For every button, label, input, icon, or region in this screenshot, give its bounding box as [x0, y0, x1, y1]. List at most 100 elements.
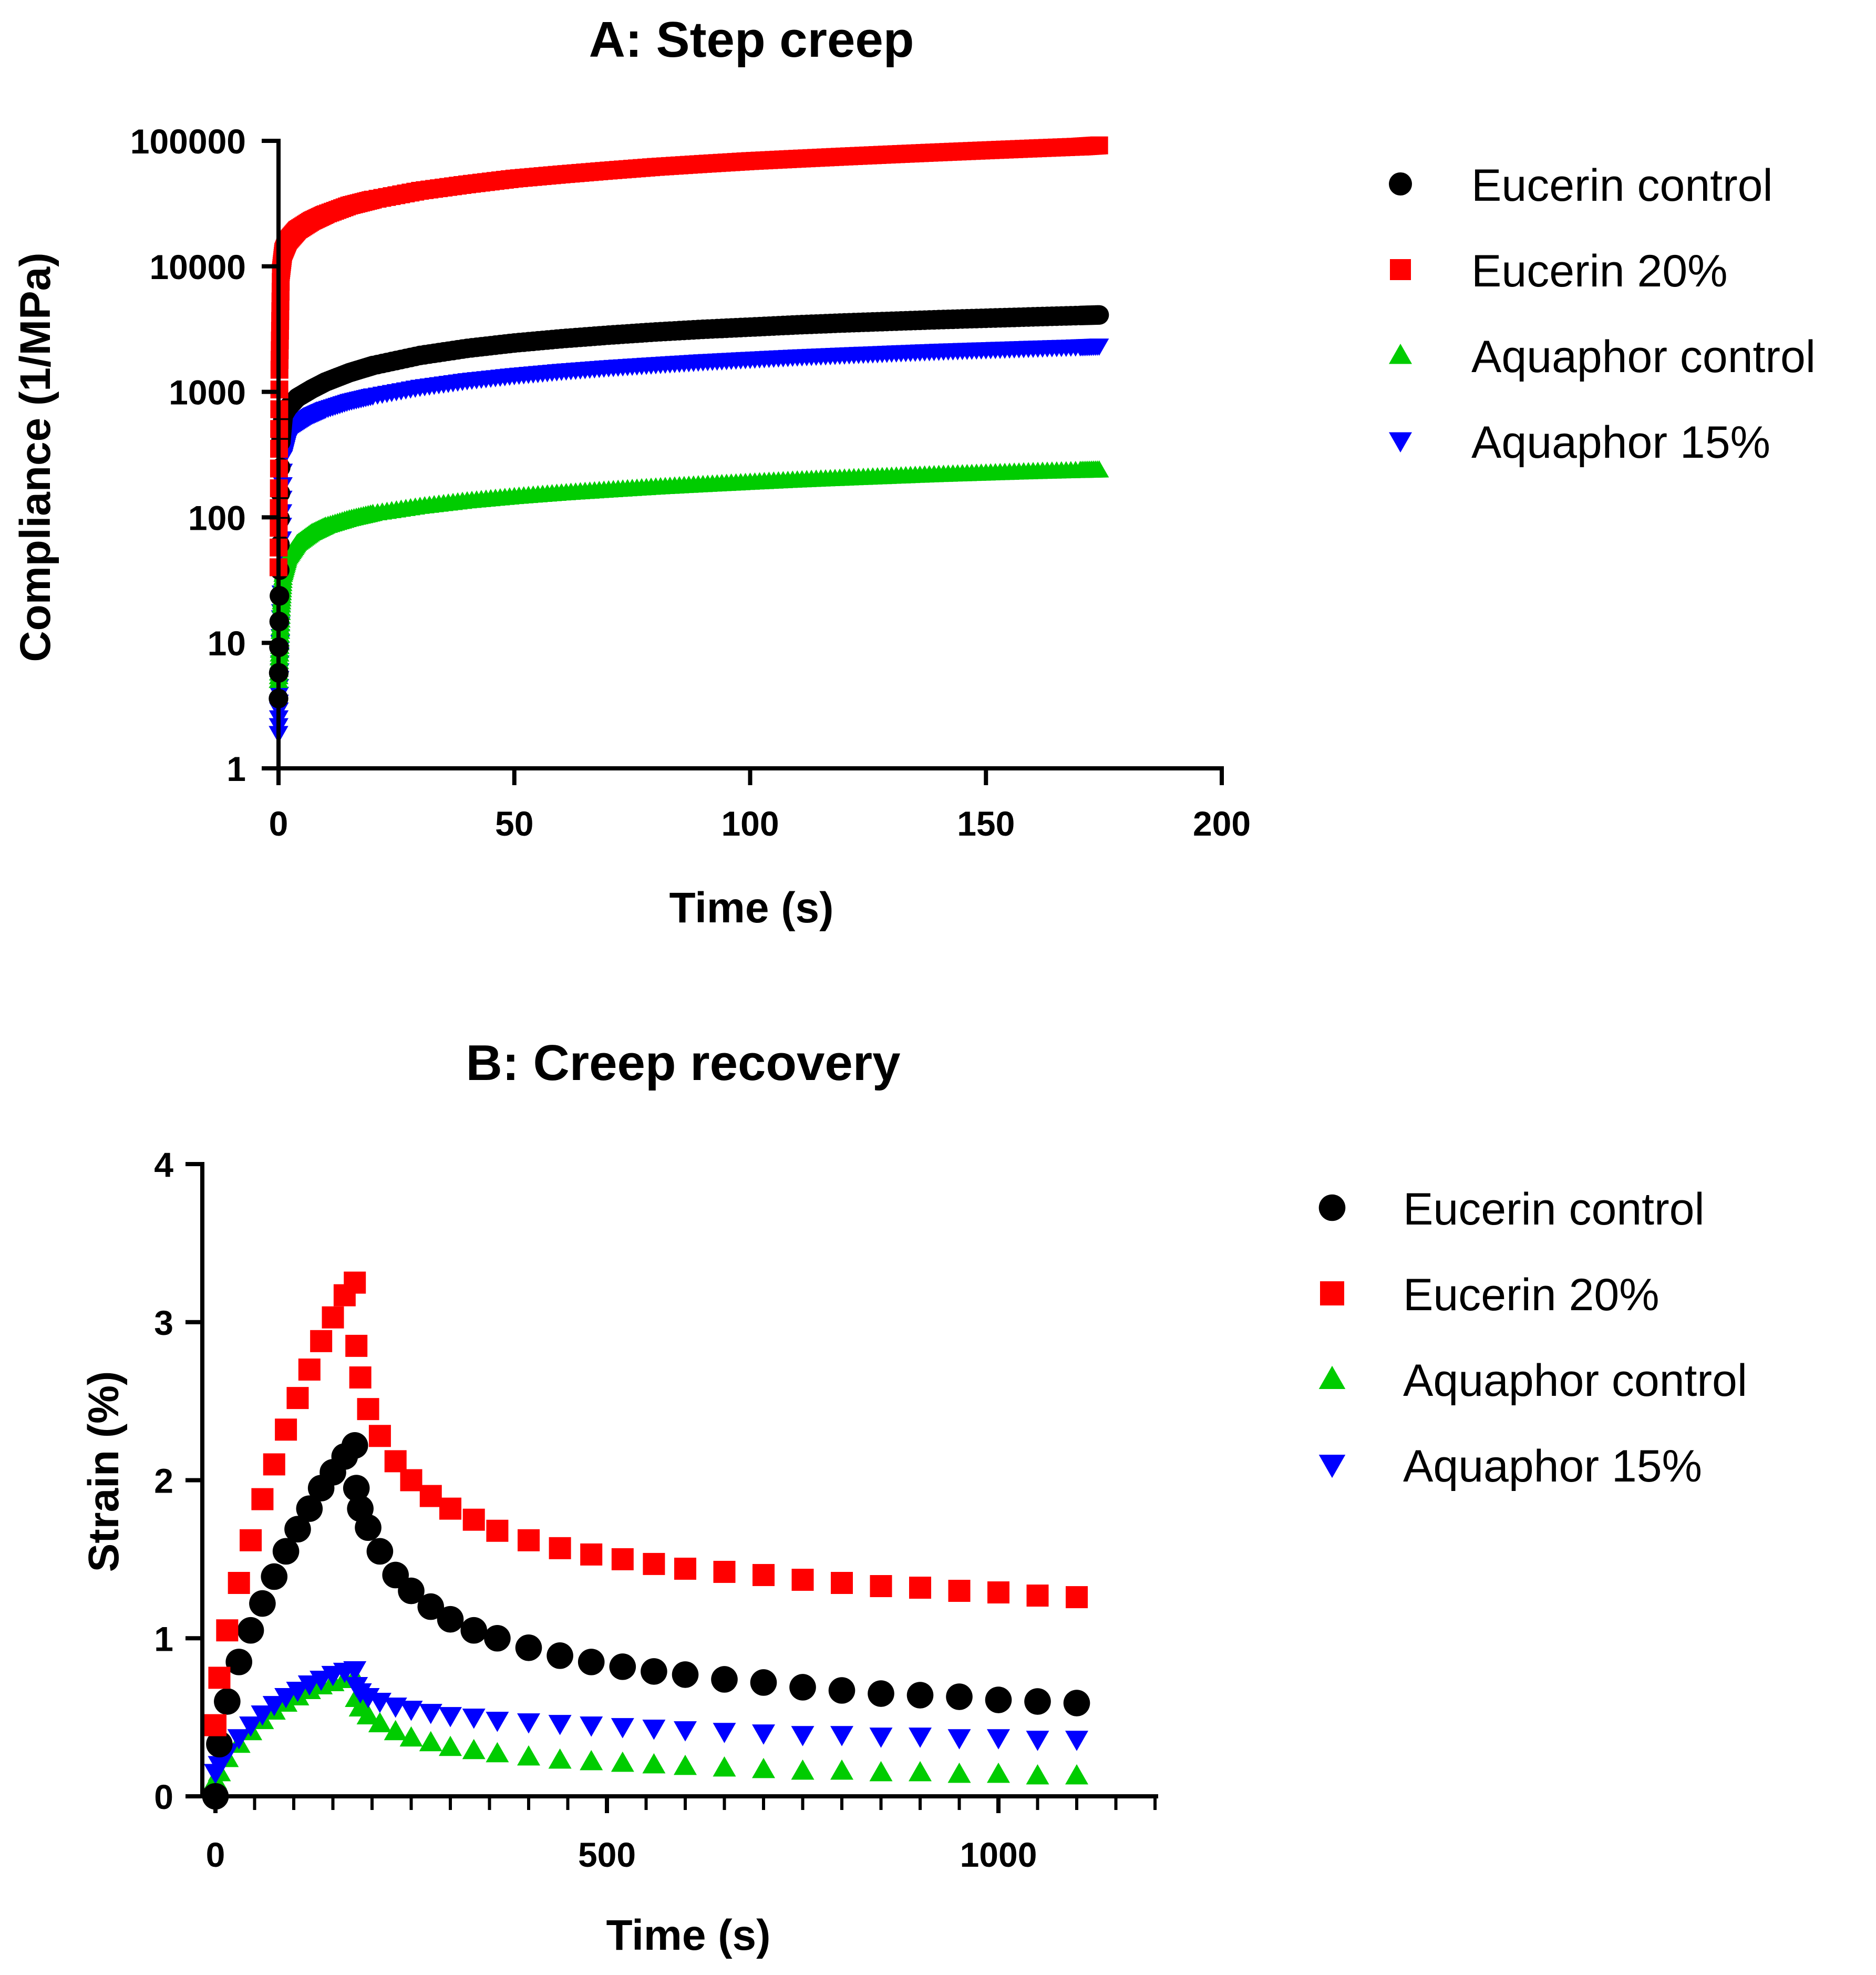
panel-b-legend-marker-eucerin-control: [1318, 1194, 1346, 1221]
panel-b-point-eucerin-20: [384, 1450, 407, 1473]
panel-a-plot-area: [269, 136, 1109, 744]
panel-b-point-eucerin-20: [831, 1571, 853, 1594]
panel-a-y-tick-label: 100: [188, 498, 246, 537]
panel-b-point-aquaphor-15: [752, 1724, 775, 1745]
panel-a-legend-label-aquaphor-15: Aquaphor 15%: [1471, 417, 1770, 468]
panel-b-point-aquaphor-15: [208, 1756, 231, 1776]
panel-b-point-aquaphor-15: [987, 1729, 1010, 1750]
panel-b-point-eucerin-control: [249, 1590, 276, 1617]
panel-a-y-axis-title: Compliance (1/MPa): [12, 252, 59, 662]
panel-a-title: A: Step creep: [589, 12, 914, 68]
panel-b-point-aquaphor-control: [909, 1761, 932, 1782]
panel-a-y-tick-label: 10000: [149, 248, 246, 286]
panel-b-y-tick-label: 0: [154, 1777, 173, 1816]
panel-b-point-aquaphor-15: [947, 1729, 971, 1750]
panel-b-x-tick-label: 1000: [960, 1835, 1037, 1874]
panel-b-legend-item-aquaphor-control: Aquaphor control: [1318, 1355, 1747, 1406]
panel-b-creep-recovery: B: Creep recovery Time (s) Strain (%) 0 5…: [80, 1035, 1747, 1959]
panel-b-point-eucerin-control: [206, 1731, 233, 1758]
panel-b-point-aquaphor-15: [674, 1721, 697, 1742]
panel-b-point-aquaphor-control: [462, 1739, 486, 1760]
panel-b-point-aquaphor-15: [399, 1701, 423, 1721]
panel-b-legend-item-aquaphor-15: Aquaphor 15%: [1318, 1441, 1702, 1491]
panel-a-x-tick-label: 100: [721, 804, 779, 843]
panel-b-y-tick-label: 2: [154, 1462, 173, 1500]
panel-b-point-aquaphor-control: [869, 1761, 893, 1782]
panel-b-point-eucerin-20: [419, 1485, 442, 1507]
panel-b-point-eucerin-20: [344, 1271, 366, 1294]
panel-b-point-aquaphor-control: [713, 1756, 736, 1777]
panel-b-point-aquaphor-control: [368, 1712, 391, 1733]
panel-b-point-aquaphor-control: [1026, 1764, 1049, 1785]
panel-b-point-aquaphor-control: [642, 1753, 666, 1774]
panel-b-point-aquaphor-15: [297, 1675, 321, 1696]
panel-a-x-tick-label: 0: [269, 804, 288, 843]
panel-b-point-eucerin-20: [349, 1366, 372, 1389]
panel-a-x-tick-label: 50: [495, 804, 533, 843]
panel-b-point-eucerin-control: [366, 1538, 394, 1565]
panel-b-point-eucerin-20: [948, 1580, 971, 1602]
panel-b-point-aquaphor-15: [251, 1705, 274, 1726]
panel-b-point-aquaphor-control: [674, 1754, 697, 1775]
panel-b-point-aquaphor-control: [486, 1742, 509, 1763]
panel-b-point-aquaphor-control: [517, 1745, 540, 1766]
panel-b-point-eucerin-control: [355, 1514, 382, 1541]
panel-a-point-eucerin-20: [1090, 136, 1108, 155]
panel-b-point-aquaphor-control: [947, 1762, 971, 1783]
panel-b-point-aquaphor-15: [274, 1688, 298, 1709]
panel-b-point-eucerin-control: [341, 1432, 368, 1459]
panel-b-legend: Eucerin control Eucerin 20% Aquaphor con…: [1318, 1184, 1747, 1491]
panel-b-point-eucerin-20: [713, 1560, 736, 1583]
panel-b-point-eucerin-20: [791, 1568, 814, 1591]
panel-b-point-aquaphor-control: [830, 1759, 853, 1780]
panel-b-point-eucerin-20: [357, 1398, 379, 1421]
panel-b-point-eucerin-20: [204, 1714, 226, 1736]
panel-b-point-eucerin-control: [789, 1674, 816, 1701]
panel-b-point-eucerin-control: [237, 1617, 264, 1644]
panel-b-x-tick-label: 500: [578, 1835, 636, 1874]
panel-a-point-aquaphor-15: [1089, 338, 1109, 356]
panel-b-point-eucerin-20: [580, 1543, 603, 1566]
panel-b-point-aquaphor-control: [356, 1704, 380, 1725]
panel-b-point-eucerin-20: [870, 1575, 892, 1598]
panel-b-point-eucerin-control: [828, 1677, 855, 1704]
panel-b-point-eucerin-20: [1066, 1586, 1088, 1609]
panel-b-point-aquaphor-15: [611, 1718, 634, 1739]
panel-b-point-aquaphor-control: [752, 1757, 775, 1778]
panel-a-legend-marker-eucerin-20: [1390, 259, 1411, 280]
panel-b-legend-marker-symbol: [1320, 1281, 1344, 1305]
panel-b-point-eucerin-control: [711, 1666, 738, 1693]
panel-b-point-aquaphor-15: [239, 1716, 263, 1737]
panel-b-point-eucerin-control: [906, 1682, 934, 1709]
panel-b-legend-label-aquaphor-15: Aquaphor 15%: [1403, 1441, 1702, 1491]
panel-b-point-aquaphor-15: [462, 1709, 486, 1729]
panel-b-point-eucerin-control: [578, 1649, 605, 1675]
panel-b-legend-marker-symbol: [1318, 1194, 1346, 1221]
panel-b-legend-marker-symbol: [1318, 1455, 1346, 1478]
panel-b-y-tick-label: 4: [154, 1145, 173, 1184]
panel-b-point-eucerin-20: [322, 1306, 344, 1329]
panel-b-point-aquaphor-15: [909, 1727, 932, 1748]
panel-a-legend-marker-symbol: [1389, 344, 1412, 364]
panel-a-legend-marker-symbol: [1389, 432, 1412, 452]
panel-b-point-eucerin-control: [1063, 1690, 1090, 1716]
panel-b-point-aquaphor-15: [869, 1727, 893, 1748]
panel-b-point-aquaphor-control: [399, 1726, 423, 1747]
panel-b-point-eucerin-control: [343, 1475, 370, 1501]
panel-b-point-eucerin-control: [225, 1649, 253, 1675]
panel-a-legend-marker-aquaphor-15: [1389, 432, 1412, 452]
panel-b-y-ticks: 0 1 2 3 4: [154, 1145, 202, 1816]
panel-b-point-eucerin-20: [286, 1387, 309, 1410]
panel-b-x-ticks: 0 500 1000: [206, 1796, 1157, 1874]
panel-b-point-eucerin-20: [987, 1581, 1009, 1604]
panel-a-y-tick-label: 1: [226, 749, 246, 788]
panel-b-point-eucerin-20: [251, 1488, 274, 1510]
panel-a-point-eucerin-control: [1089, 305, 1109, 325]
panel-b-point-aquaphor-control: [1065, 1764, 1088, 1785]
panel-b-x-tick-label: 0: [206, 1835, 225, 1874]
panel-b-point-eucerin-20: [674, 1557, 696, 1580]
panel-a-legend-label-aquaphor-control: Aquaphor control: [1471, 332, 1816, 382]
panel-b-point-eucerin-control: [214, 1688, 241, 1715]
panel-b-point-eucerin-20: [439, 1497, 461, 1520]
